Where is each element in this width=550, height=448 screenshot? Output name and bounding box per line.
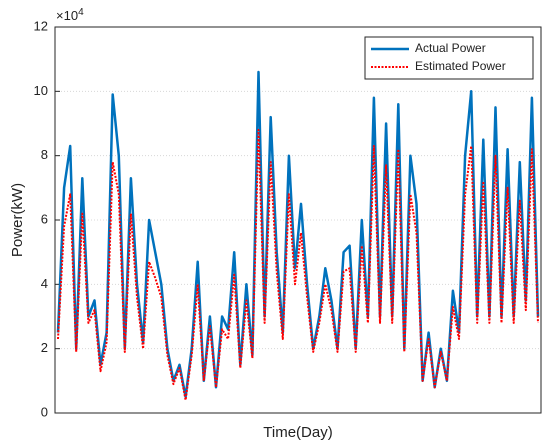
y-tick-label: 6	[41, 211, 48, 226]
y-exponent: ×104	[56, 7, 84, 24]
y-tick-label: 12	[34, 18, 48, 33]
legend-label: Estimated Power	[415, 59, 506, 73]
series-line	[57, 128, 539, 402]
y-tick-label: 4	[41, 276, 48, 291]
axes-box	[54, 26, 542, 414]
y-tick-label: 10	[34, 83, 48, 98]
exponent-power: 4	[78, 7, 84, 18]
series-line	[56, 70, 540, 399]
y-tick-label: 0	[41, 404, 48, 419]
y-tick-label: 8	[41, 147, 48, 162]
y-tick-label: 2	[41, 340, 48, 355]
x-axis-label: Time(Day)	[263, 424, 332, 441]
legend-box	[364, 36, 534, 80]
legend-label: Actual Power	[415, 41, 486, 55]
exponent-base: ×10	[56, 8, 78, 23]
y-axis-label: Power(kW)	[9, 183, 26, 257]
